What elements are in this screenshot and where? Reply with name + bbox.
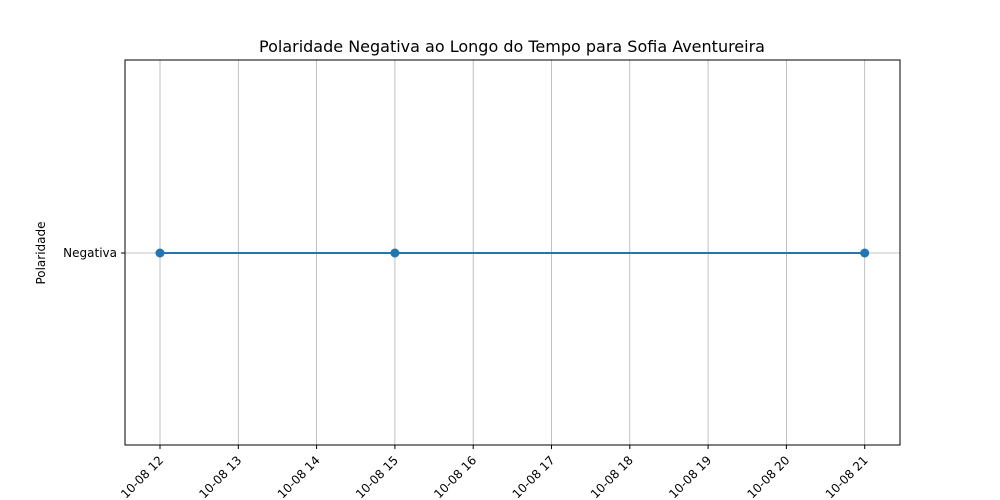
x-tick-label: 10-08 18: [588, 453, 636, 500]
chart-title: Polaridade Negativa ao Longo do Tempo pa…: [259, 37, 765, 56]
x-tick-label: 10-08 12: [118, 453, 166, 500]
series-layer: [155, 248, 870, 258]
data-point: [860, 248, 870, 258]
x-tick-label: 10-08 16: [431, 453, 479, 500]
x-tick-label: 10-08 15: [353, 453, 401, 500]
x-tick-label: 10-08 17: [510, 453, 558, 500]
x-tick-label: 10-08 21: [823, 453, 871, 500]
x-axis: 10-08 12 10-08 13 10-08 14 10-08 15 10-08 16…: [118, 445, 871, 500]
y-axis: Negativa: [63, 246, 125, 260]
y-axis-label: Polaridade: [34, 221, 48, 284]
y-tick-label: Negativa: [63, 246, 117, 260]
x-tick-label: 10-08 14: [275, 453, 323, 500]
data-point: [390, 248, 400, 258]
x-tick-label: 10-08 13: [196, 453, 244, 500]
x-tick-label: 10-08 20: [744, 453, 792, 500]
data-point: [155, 248, 165, 258]
x-tick-label: 10-08 19: [666, 453, 714, 500]
